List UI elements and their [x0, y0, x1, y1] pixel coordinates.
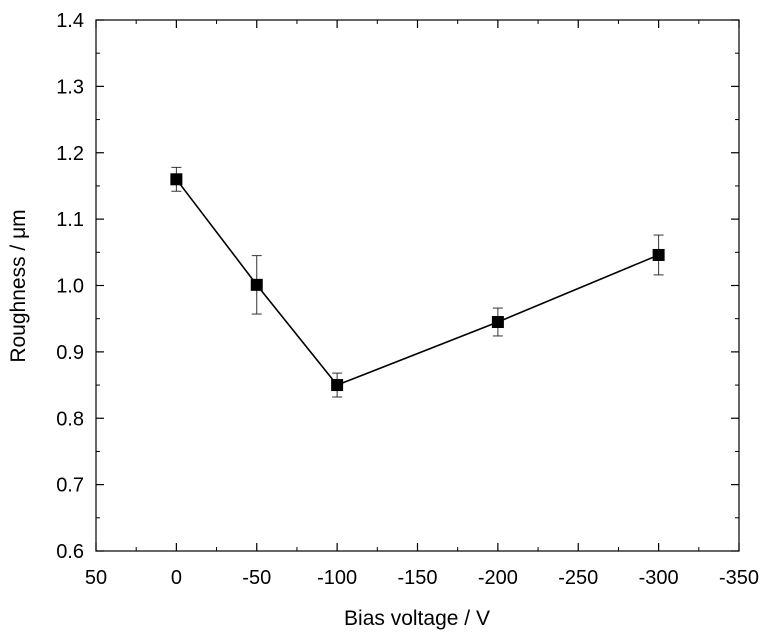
x-tick-label: -150	[397, 567, 437, 589]
x-tick-label: -300	[639, 567, 679, 589]
y-tick-label: 1.3	[56, 76, 84, 98]
y-tick-label: 1.4	[56, 10, 84, 32]
data-points	[170, 173, 665, 392]
x-tick-label: -100	[317, 567, 357, 589]
y-tick-label: 1.0	[56, 276, 84, 298]
x-tick-label: -50	[242, 567, 271, 589]
data-point	[250, 278, 263, 291]
y-tick-label: 0.9	[56, 342, 84, 364]
x-axis-title: Bias voltage / V	[344, 607, 490, 630]
series-line	[175, 178, 659, 387]
plot-frame	[95, 19, 740, 552]
series-polyline	[175, 178, 659, 387]
x-axis-ticks: 50 0 -50 -100 -150 -200 -250 -300 -350	[85, 20, 759, 589]
y-tick-label: 1.2	[56, 143, 84, 165]
y-tick-label: 0.8	[56, 408, 84, 430]
x-tick-label: 0	[171, 567, 182, 589]
data-point	[491, 316, 504, 329]
x-tick-label: 50	[85, 567, 107, 589]
y-tick-label: 0.7	[56, 475, 84, 497]
data-point	[652, 248, 665, 261]
x-tick-label: -200	[478, 567, 518, 589]
error-bars	[171, 166, 664, 398]
x-tick-label: -250	[558, 567, 598, 589]
y-axis-title: Roughness / μm	[7, 209, 30, 362]
data-point	[331, 379, 344, 392]
x-tick-label: -350	[719, 567, 759, 589]
y-tick-label: 0.6	[56, 541, 84, 563]
data-point	[170, 173, 183, 186]
y-tick-label: 1.1	[56, 209, 84, 231]
y-axis-ticks: 0.6 0.7 0.8 0.9 1.0 1.1 1.2 1.3 1.4	[56, 10, 739, 563]
